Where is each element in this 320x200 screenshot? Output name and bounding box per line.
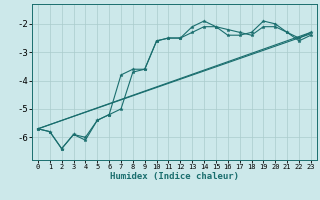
X-axis label: Humidex (Indice chaleur): Humidex (Indice chaleur) <box>110 172 239 181</box>
